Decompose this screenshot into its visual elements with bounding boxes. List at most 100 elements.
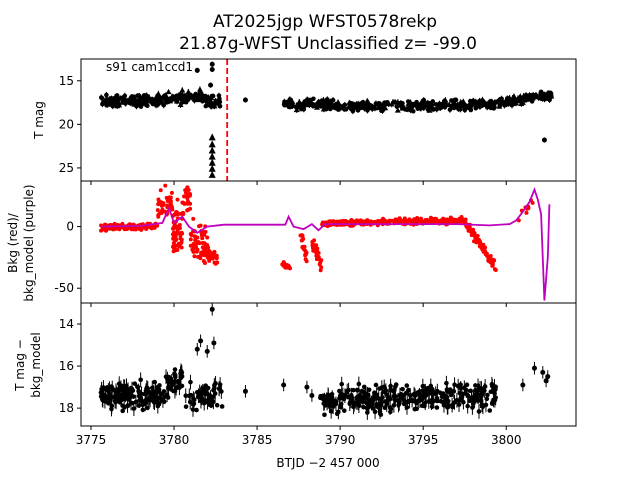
data-point xyxy=(540,369,546,375)
panel-frame xyxy=(80,58,577,182)
data-point xyxy=(545,95,551,101)
background-point xyxy=(524,210,529,215)
data-point xyxy=(107,98,112,104)
data-point xyxy=(451,389,457,394)
data-point xyxy=(172,374,178,380)
data-point xyxy=(203,93,208,99)
background-point xyxy=(176,241,181,246)
background-point xyxy=(314,257,319,262)
background-point xyxy=(188,232,193,237)
data-point xyxy=(209,306,215,312)
data-point xyxy=(318,395,323,401)
panel2-ylabel-line2: bkg_model (purple) xyxy=(22,184,36,301)
background-point xyxy=(188,243,193,248)
data-point xyxy=(99,390,105,396)
background-point xyxy=(169,190,174,195)
data-point xyxy=(208,104,214,109)
data-point xyxy=(194,346,200,352)
data-point xyxy=(152,379,158,385)
background-point xyxy=(175,247,180,252)
upper-limit-marker xyxy=(119,95,126,101)
data-point xyxy=(204,348,210,354)
data-point xyxy=(282,102,287,108)
background-point xyxy=(339,219,344,224)
background-point xyxy=(197,241,202,246)
background-point xyxy=(173,235,178,240)
data-point xyxy=(217,386,222,391)
y-tick-label: -50 xyxy=(54,281,74,295)
background-point xyxy=(185,201,190,206)
upper-limit-marker xyxy=(508,98,515,104)
data-point xyxy=(445,404,450,410)
panel3-ylabel-line1: T mag − xyxy=(13,339,27,392)
data-point xyxy=(138,395,144,401)
data-point xyxy=(506,96,511,102)
background-point xyxy=(300,233,305,238)
data-point xyxy=(171,388,176,394)
background-point xyxy=(191,216,196,221)
data-point xyxy=(207,393,213,398)
background-point xyxy=(301,236,306,241)
data-point xyxy=(538,89,544,95)
data-point xyxy=(102,99,108,104)
upper-limit-marker xyxy=(472,98,479,104)
y-tick-label: 18 xyxy=(59,401,74,415)
data-point xyxy=(105,387,110,393)
data-point xyxy=(113,399,119,405)
data-point xyxy=(444,380,449,386)
background-point xyxy=(490,263,495,268)
upper-limit-marker xyxy=(375,104,382,111)
data-point xyxy=(136,403,142,408)
panel3-ylabel-line2: bkg_model xyxy=(29,332,43,398)
upper-limit-marker xyxy=(460,102,467,108)
upper-limit-marker xyxy=(208,164,216,172)
background-point xyxy=(480,245,485,250)
upper-limit-marker xyxy=(208,170,216,178)
panel-frame xyxy=(80,180,577,304)
background-point xyxy=(366,219,371,224)
background-point xyxy=(168,202,173,207)
data-point xyxy=(363,105,369,110)
background-point xyxy=(110,226,115,231)
data-point xyxy=(131,102,137,107)
data-point xyxy=(350,387,356,393)
data-point xyxy=(388,409,393,415)
upper-limit-marker xyxy=(139,99,146,106)
data-point xyxy=(428,383,434,389)
background-point xyxy=(192,254,197,259)
y-tick-label: 14 xyxy=(59,317,74,331)
data-point xyxy=(281,382,287,388)
data-point xyxy=(202,386,208,392)
upper-limit-marker xyxy=(520,92,527,99)
data-point xyxy=(366,387,372,393)
data-point xyxy=(203,383,208,388)
data-point xyxy=(349,397,354,403)
data-point xyxy=(145,405,150,411)
data-point xyxy=(106,400,111,406)
background-point xyxy=(132,227,137,232)
background-point xyxy=(114,226,119,231)
data-point xyxy=(194,67,200,73)
background-point xyxy=(156,201,161,206)
upper-limit-marker xyxy=(510,93,517,99)
background-point xyxy=(315,246,320,251)
upper-limit-marker xyxy=(175,94,182,100)
data-point xyxy=(164,98,170,103)
data-point xyxy=(438,398,444,404)
data-point xyxy=(412,406,418,412)
data-point xyxy=(210,93,216,99)
data-point xyxy=(526,97,531,102)
data-point xyxy=(166,384,171,390)
background-point xyxy=(203,247,208,252)
background-point xyxy=(314,253,319,258)
data-point xyxy=(362,391,368,396)
background-point xyxy=(428,215,433,220)
background-point xyxy=(200,236,205,241)
data-point xyxy=(304,102,310,107)
panel2-ylabel-line1: Bkg (red)/ xyxy=(6,212,20,273)
background-point xyxy=(158,188,163,193)
background-point xyxy=(491,257,496,262)
background-point xyxy=(155,208,160,213)
data-point xyxy=(328,409,334,414)
